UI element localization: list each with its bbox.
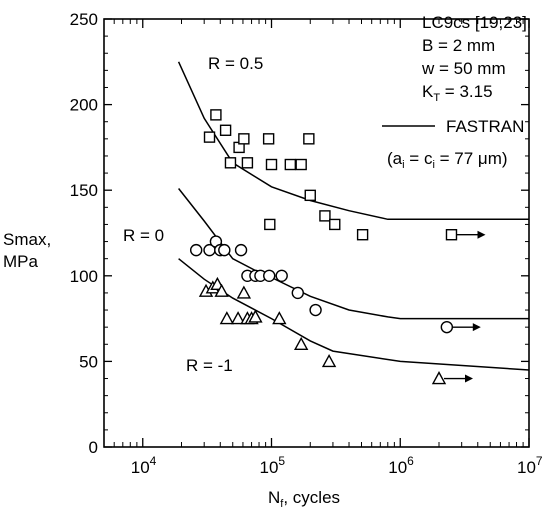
data-point-triangle xyxy=(273,313,285,324)
data-point-square xyxy=(320,211,330,221)
data-point-square xyxy=(267,160,277,170)
legend-model-label: FASTRAN xyxy=(446,117,524,136)
data-point-circle xyxy=(264,270,275,281)
y-tick-label: 0 xyxy=(89,438,98,457)
data-point-square xyxy=(264,134,274,144)
data-point-circle xyxy=(292,287,303,298)
y-axis-label-line1: Smax, xyxy=(3,230,51,249)
data-point-square xyxy=(304,134,314,144)
label-r-minus-1: R = -1 xyxy=(186,356,233,375)
fastran-curve-triangle xyxy=(179,259,529,370)
y-tick-label: 250 xyxy=(70,10,98,29)
data-point-square xyxy=(296,160,306,170)
data-point-square xyxy=(221,125,231,135)
data-point-circle xyxy=(219,245,230,256)
data-point-square xyxy=(239,134,249,144)
data-point-square xyxy=(211,110,221,120)
data-point-triangle xyxy=(221,313,233,324)
data-point-triangle xyxy=(295,338,307,349)
x-tick-label: 105 xyxy=(260,454,286,477)
y-tick-label: 100 xyxy=(70,267,98,286)
data-point-circle xyxy=(276,270,287,281)
data-point-circle xyxy=(191,245,202,256)
data-point-triangle xyxy=(323,355,335,366)
x-axis-label: Nf, cycles xyxy=(268,488,340,507)
y-axis-label-line2: MPa xyxy=(3,252,39,271)
data-point-square xyxy=(265,219,275,229)
data-point-triangle xyxy=(238,287,250,298)
label-r-0: R = 0 xyxy=(123,226,164,245)
data-point-square xyxy=(242,158,252,168)
fastran-curve-circle xyxy=(179,189,529,319)
x-tick-label: 107 xyxy=(517,454,543,477)
x-tick-label: 104 xyxy=(131,454,157,477)
data-point-square xyxy=(305,190,315,200)
kt-label: KT = 3.15 xyxy=(422,82,493,104)
crack-size-label: (ai = ci = 77 μm) xyxy=(387,149,508,171)
data-point-square xyxy=(205,132,215,142)
label-r-0-5: R = 0.5 xyxy=(208,54,263,73)
data-point-square xyxy=(358,230,368,240)
data-point-square xyxy=(225,158,235,168)
runout-point-circle xyxy=(441,322,452,333)
y-tick-label: 200 xyxy=(70,96,98,115)
data-point-circle xyxy=(236,245,247,256)
runout-arrow-head xyxy=(465,375,473,383)
runout-arrow-head xyxy=(477,231,485,239)
runout-arrow-head xyxy=(473,323,481,331)
thickness-label: B = 2 mm xyxy=(422,36,495,55)
runout-point-triangle xyxy=(433,373,445,384)
width-label: w = 50 mm xyxy=(421,59,506,78)
x-tick-label: 106 xyxy=(388,454,414,477)
data-point-square xyxy=(330,219,340,229)
data-point-circle xyxy=(310,305,321,316)
runout-point-square xyxy=(446,230,456,240)
y-tick-label: 150 xyxy=(70,181,98,200)
material-label: LC9cs [19,23] xyxy=(422,13,527,32)
data-point-square xyxy=(285,160,295,170)
y-tick-label: 50 xyxy=(79,352,98,371)
